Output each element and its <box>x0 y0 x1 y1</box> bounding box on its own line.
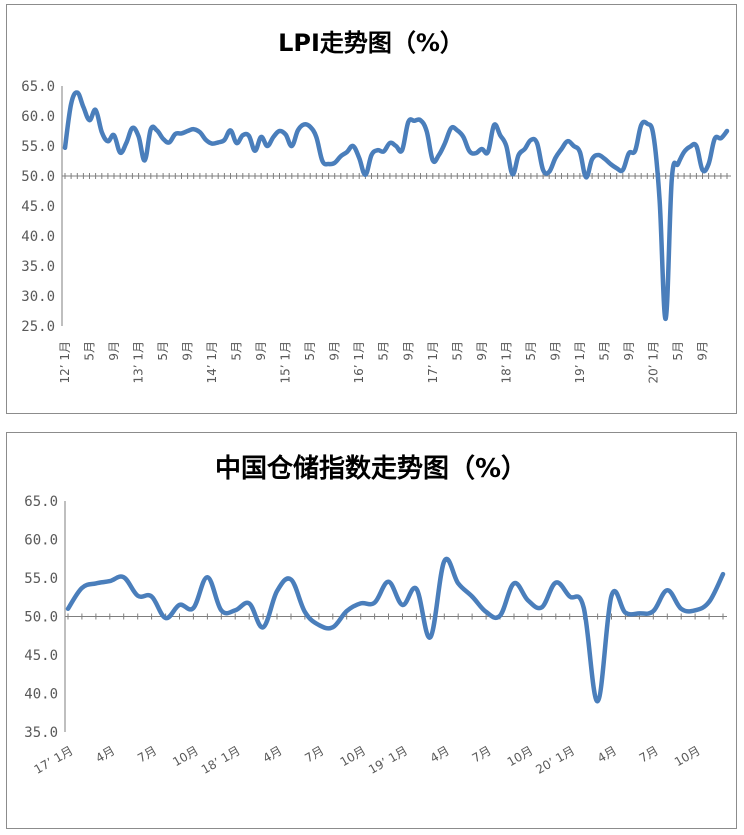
x-tick-label: 5月 <box>156 341 170 361</box>
y-tick-label: 40.0 <box>24 687 58 703</box>
x-tick-label: 5月 <box>450 341 464 361</box>
x-tick-label: 12’ 1月 <box>58 341 72 384</box>
x-tick-label: 5月 <box>230 341 244 361</box>
y-tick-label: 50.0 <box>21 169 55 185</box>
x-tick-label: 7月 <box>302 743 326 765</box>
warehouse-chart-title: 中国仓储指数走势图（%） <box>215 453 527 484</box>
lpi-chart-title: LPI走势图（%） <box>278 29 464 57</box>
x-tick-label: 17’ 1月 <box>32 743 76 776</box>
x-tick-label: 18’ 1月 <box>499 341 513 384</box>
x-tick-label: 13’ 1月 <box>132 341 146 384</box>
y-tick-label: 45.0 <box>24 648 58 664</box>
x-tick-label: 9月 <box>328 341 342 361</box>
x-tick-label: 19’ 1月 <box>573 341 587 384</box>
warehouse-line-chart: 中国仓储指数走势图（%） 65.0 60.0 55.0 50.0 45.0 40.0 35.… <box>24 453 727 777</box>
x-tick-label: 10月 <box>505 743 536 769</box>
x-tick-label: 9月 <box>107 341 121 361</box>
x-tick-label: 5月 <box>377 341 391 361</box>
y-tick-label: 25.0 <box>21 319 55 335</box>
x-tick-label: 5月 <box>597 341 611 361</box>
y-tick-label: 45.0 <box>21 199 55 215</box>
x-tick-label: 14’ 1月 <box>205 341 219 384</box>
x-tick-label: 4月 <box>260 743 284 765</box>
x-tick-label: 7月 <box>637 743 661 765</box>
y-tick-label: 35.0 <box>24 725 58 741</box>
x-tick-label: 19’ 1月 <box>366 743 410 776</box>
x-tick-label: 9月 <box>475 341 489 361</box>
lpi-chart-panel: LPI走势图（%） 65.0 60.0 55.0 50.0 45.0 40.0 35.0 30… <box>6 4 737 414</box>
x-tick-label: 18’ 1月 <box>199 743 243 776</box>
y-tick-label: 60.0 <box>24 533 58 549</box>
lpi-line-chart: LPI走势图（%） 65.0 60.0 55.0 50.0 45.0 40.0 35.0 30… <box>21 29 731 384</box>
x-tick-label: 20’ 1月 <box>646 341 660 384</box>
x-tick-label: 5月 <box>83 341 97 361</box>
x-tick-label: 4月 <box>595 743 619 765</box>
warehouse-series-line <box>65 556 726 704</box>
x-tick-label: 10月 <box>338 743 369 769</box>
x-tick-label: 4月 <box>93 743 117 765</box>
x-tick-label: 5月 <box>524 341 538 361</box>
x-tick-label: 7月 <box>470 743 494 765</box>
y-tick-label: 35.0 <box>21 259 55 275</box>
x-tick-label: 9月 <box>254 341 268 361</box>
x-tick-label: 9月 <box>181 341 195 361</box>
x-tick-label: 9月 <box>401 341 415 361</box>
x-tick-label: 4月 <box>428 743 452 765</box>
x-tick-label: 9月 <box>548 341 562 361</box>
x-tick-label: 10月 <box>672 743 703 769</box>
x-tick-label: 17’ 1月 <box>426 341 440 384</box>
lpi-series-line <box>62 90 730 322</box>
warehouse-chart-panel: 中国仓储指数走势图（%） 65.0 60.0 55.0 50.0 45.0 40.0 35.… <box>6 432 737 829</box>
y-tick-label: 55.0 <box>21 139 55 155</box>
x-tick-label: 7月 <box>135 743 159 765</box>
y-tick-label: 40.0 <box>21 229 55 245</box>
x-tick-label: 16’ 1月 <box>352 341 366 384</box>
y-tick-label: 30.0 <box>21 289 55 305</box>
y-tick-label: 65.0 <box>21 79 55 95</box>
y-tick-label: 50.0 <box>24 610 58 626</box>
x-tick-label: 5月 <box>303 341 317 361</box>
x-tick-label: 15’ 1月 <box>279 341 293 384</box>
y-tick-label: 55.0 <box>24 571 58 587</box>
x-tick-label: 9月 <box>696 341 710 361</box>
x-tick-label: 10月 <box>170 743 201 769</box>
y-tick-label: 60.0 <box>21 109 55 125</box>
y-tick-label: 65.0 <box>24 494 58 510</box>
x-tick-label: 5月 <box>671 341 685 361</box>
x-tick-label: 20’ 1月 <box>533 743 577 776</box>
x-tick-label: 9月 <box>622 341 636 361</box>
